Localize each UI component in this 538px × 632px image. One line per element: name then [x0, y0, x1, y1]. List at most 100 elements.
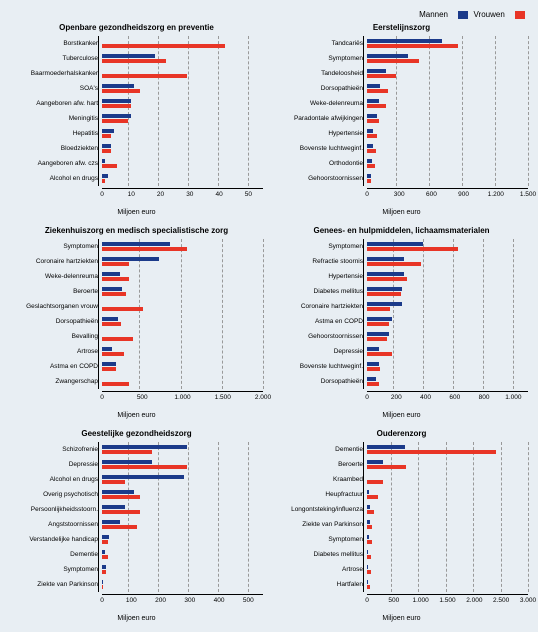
y-label: Orthodontie: [275, 160, 367, 167]
bar-men: [102, 84, 134, 88]
bar-women: [367, 59, 419, 63]
bar-men: [102, 114, 131, 118]
y-label: Bevalling: [10, 333, 102, 340]
bar-women: [102, 382, 129, 386]
y-label: Baarmoederhalskanker: [10, 70, 102, 77]
bar-women: [367, 179, 371, 183]
x-tick: 0: [100, 394, 104, 401]
bar-women: [367, 89, 388, 93]
x-axis-title: Miljoen euro: [275, 209, 528, 216]
bar-women: [367, 247, 458, 251]
plot-area: [367, 562, 528, 577]
bar-men: [367, 520, 370, 524]
plot-area: [367, 329, 528, 344]
x-tick: 2.500: [493, 597, 509, 604]
x-tick: 500: [388, 597, 399, 604]
plot-area: [367, 171, 528, 186]
plot-area: [102, 442, 263, 457]
x-tick: 1.000: [413, 597, 429, 604]
chart-row: Beroerte: [10, 284, 263, 299]
bar-men: [367, 99, 379, 103]
y-label: Weke-delenreuma: [10, 273, 102, 280]
bar-women: [367, 104, 386, 108]
bar-men: [367, 565, 368, 569]
x-tick: 10: [128, 191, 135, 198]
plot-area: [102, 547, 263, 562]
bar-men: [367, 302, 402, 306]
chart-row: Dorsopathieën: [275, 374, 528, 389]
bar-women: [102, 149, 111, 153]
chart-row: Dementie: [10, 547, 263, 562]
y-label: Zwangerschap: [10, 378, 102, 385]
bar-men: [102, 445, 187, 449]
chart-row: Diabetes mellitus: [275, 284, 528, 299]
chart: TandcariësSymptomenTandeloosheidDorsopat…: [275, 36, 528, 216]
y-label: Longontsteking/influenza: [275, 506, 367, 513]
bar-men: [367, 129, 373, 133]
plot-area: [367, 126, 528, 141]
panel: Ziekenhuiszorg en medisch specialistisch…: [10, 226, 263, 419]
plot-area: [367, 532, 528, 547]
chart-row: Bevalling: [10, 329, 263, 344]
chart-row: Dorsopathieën: [275, 81, 528, 96]
x-tick: 1.000: [174, 394, 190, 401]
plot-area: [102, 502, 263, 517]
y-label: Bovenste luchtweginf.: [275, 363, 367, 370]
chart-container: Mannen Vrouwen Openbare gezondheidszorg …: [10, 10, 528, 622]
bar-men: [102, 159, 105, 163]
panel-title: Eerstelijnszorg: [275, 23, 528, 32]
bar-women: [367, 465, 406, 469]
plot-area: [367, 254, 528, 269]
bar-men: [102, 272, 120, 276]
y-label: Meningitis: [10, 115, 102, 122]
y-label: Dementie: [275, 446, 367, 453]
bar-men: [367, 54, 408, 58]
bar-women: [367, 134, 377, 138]
y-label: Astma en COPD: [10, 363, 102, 370]
y-label: Artrose: [275, 566, 367, 573]
x-tick: 20: [157, 191, 164, 198]
plot-area: [102, 577, 263, 592]
plot-area: [102, 254, 263, 269]
chart-row: Coronaire hartziekten: [10, 254, 263, 269]
bar-women: [367, 149, 376, 153]
panels-grid: Openbare gezondheidszorg en preventieBor…: [10, 23, 528, 622]
plot-area: [102, 487, 263, 502]
chart-row: Weke-delenreuma: [275, 96, 528, 111]
bar-men: [367, 505, 370, 509]
chart-row: Paradontale afwijkingen: [275, 111, 528, 126]
chart-row: Alcohol en drugs: [10, 472, 263, 487]
y-label: Heupfractuur: [275, 491, 367, 498]
plot-area: [102, 96, 263, 111]
bar-women: [102, 555, 108, 559]
bar-women: [367, 74, 396, 78]
panel-title: Genees- en hulpmiddelen, lichaamsmateria…: [275, 226, 528, 235]
x-tick: 3.000: [520, 597, 536, 604]
plot-area: [102, 344, 263, 359]
chart-row: Tandeloosheid: [275, 66, 528, 81]
bar-men: [102, 460, 152, 464]
panel-title: Geestelijke gezondheidszorg: [10, 429, 263, 438]
x-tick: 50: [245, 191, 252, 198]
x-tick: 1.000: [505, 394, 521, 401]
plot-area: [367, 547, 528, 562]
plot-area: [367, 111, 528, 126]
bar-men: [102, 317, 118, 321]
chart-row: Gehoorstoornissen: [275, 329, 528, 344]
bar-women: [102, 104, 131, 108]
bar-women: [102, 292, 126, 296]
bar-men: [102, 257, 159, 261]
bar-men: [367, 377, 376, 381]
chart-row: Dorsopathieën: [10, 314, 263, 329]
x-tick: 0: [100, 597, 104, 604]
chart-row: Baarmoederhalskanker: [10, 66, 263, 81]
bar-men: [102, 362, 116, 366]
bar-women: [102, 510, 140, 514]
y-label: Aangeboren afw. hart: [10, 100, 102, 107]
x-tick: 0: [365, 597, 369, 604]
x-tick: 1.500: [215, 394, 231, 401]
plot-area: [102, 111, 263, 126]
y-label: Weke-delenreuma: [275, 100, 367, 107]
bar-women: [367, 480, 383, 484]
plot-area: [102, 329, 263, 344]
